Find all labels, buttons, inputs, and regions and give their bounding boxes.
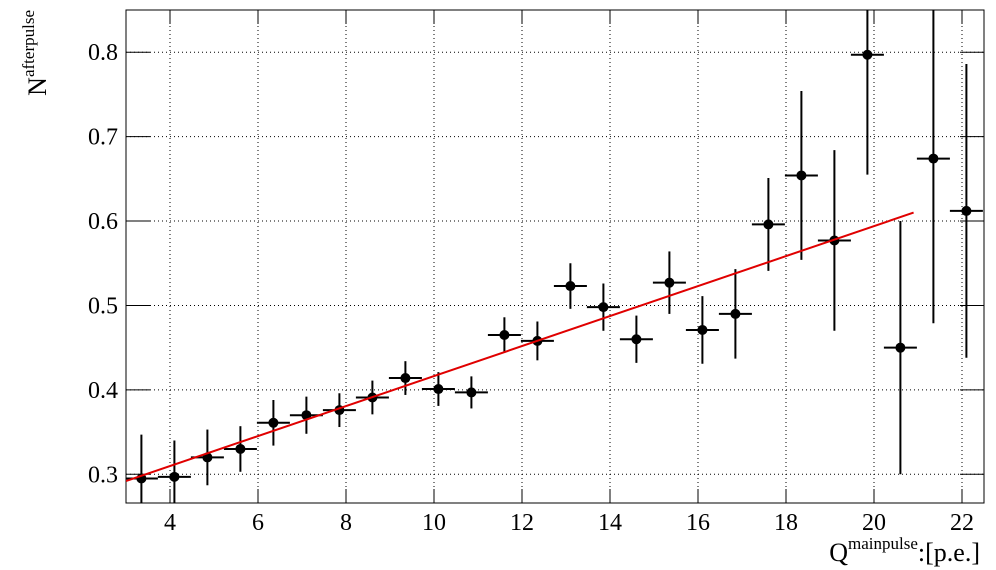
y-tick-label: 0.6 (88, 209, 118, 235)
x-label-base: Q (829, 538, 848, 567)
data-point (268, 417, 279, 428)
y-tick-label: 0.5 (88, 293, 118, 319)
x-tick-label: 14 (598, 510, 622, 536)
x-tick-label: 12 (510, 510, 534, 536)
x-tick-label: 18 (774, 510, 798, 536)
x-tick-label: 16 (686, 510, 710, 536)
y-tick-label: 0.4 (88, 378, 118, 404)
y-label-sup: afterpulse (19, 10, 38, 77)
data-point (895, 342, 906, 353)
data-point (499, 330, 510, 341)
x-tick-label: 10 (422, 510, 446, 536)
data-point (664, 277, 675, 288)
data-point (565, 281, 576, 292)
x-tick-label: 8 (340, 510, 352, 536)
plot-frame (125, 9, 985, 504)
y-tick-label: 0.7 (88, 125, 118, 151)
data-point (730, 308, 741, 319)
data-point (796, 170, 807, 181)
x-tick-label: 22 (950, 510, 974, 536)
data-point (598, 302, 609, 313)
x-label-sup: mainpulse (848, 534, 918, 553)
x-label-suffix: :[p.e.] (918, 538, 980, 567)
data-point (433, 384, 444, 395)
y-tick-label: 0.8 (88, 40, 118, 66)
y-axis-label: Nafterpulse (19, 10, 52, 96)
data-point (400, 373, 411, 384)
x-tick-label: 20 (862, 510, 886, 536)
x-tick-label: 4 (164, 510, 176, 536)
y-label-base: N (23, 77, 52, 96)
data-point (466, 387, 477, 398)
data-point (697, 324, 708, 335)
data-point (928, 153, 939, 164)
x-tick-label: 6 (252, 510, 264, 536)
x-axis-label: Qmainpulse:[p.e.] (829, 534, 980, 567)
data-point (961, 205, 972, 216)
y-tick-label: 0.3 (88, 462, 118, 488)
data-point (631, 334, 642, 345)
fit-line (126, 211, 914, 482)
data-point (763, 219, 774, 230)
plot-area (126, 10, 983, 503)
data-point (169, 471, 180, 482)
data-point (235, 443, 246, 454)
data-point (862, 49, 873, 60)
